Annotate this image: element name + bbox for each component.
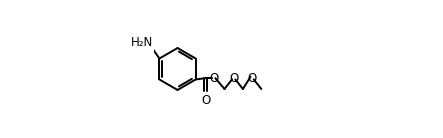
Text: O: O <box>248 72 256 85</box>
Text: O: O <box>201 94 210 107</box>
Text: O: O <box>229 72 238 85</box>
Text: O: O <box>209 72 218 85</box>
Text: H₂N: H₂N <box>130 36 153 49</box>
